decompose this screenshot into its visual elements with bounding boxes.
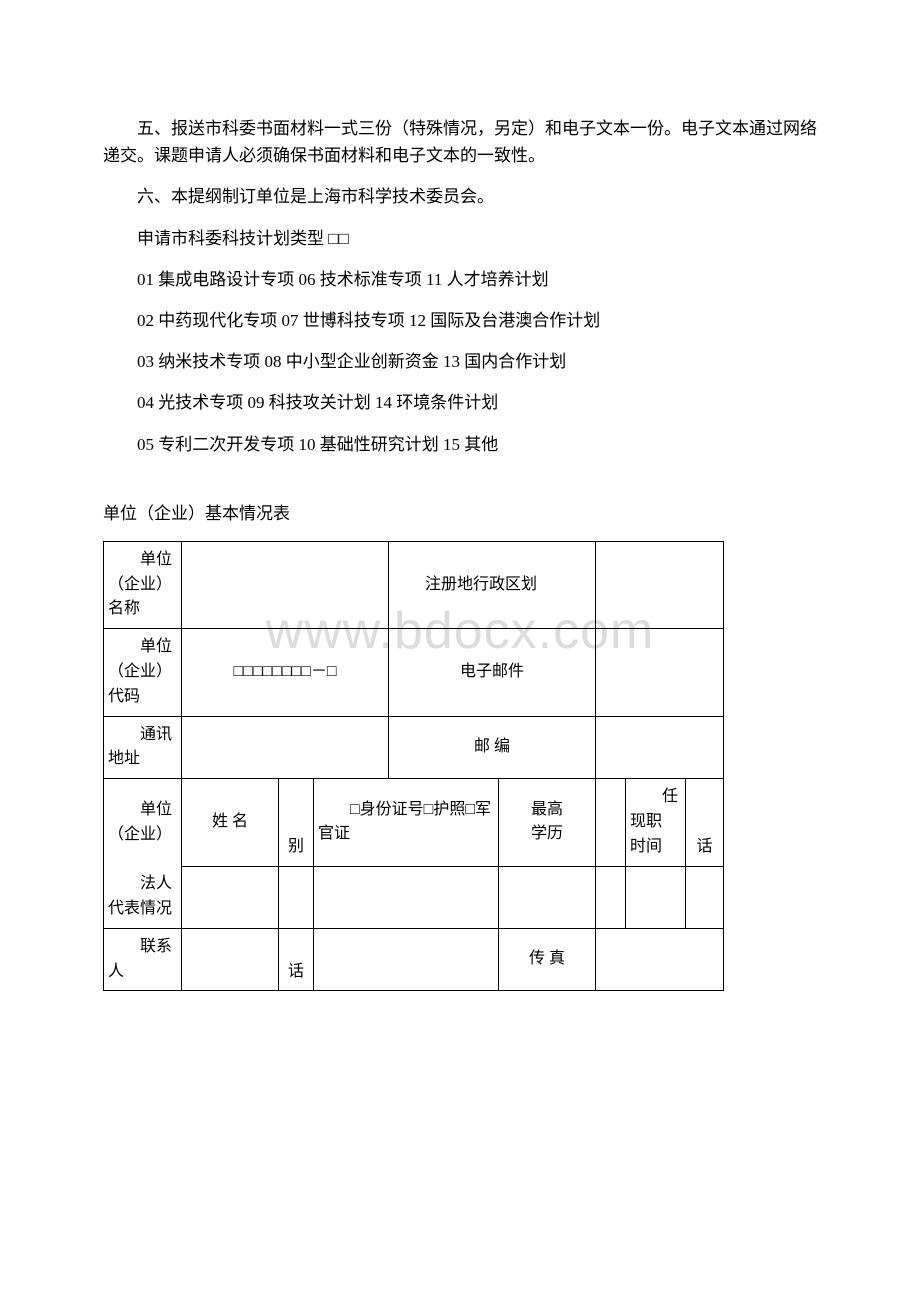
table-row: 法人代表情况 bbox=[104, 866, 724, 928]
cell-tenure-label-l2: 时间 bbox=[630, 838, 662, 855]
cell-edu-label-l2: 学历 bbox=[531, 825, 563, 842]
table-row: 通讯 地址 邮 编 bbox=[104, 716, 724, 779]
cell-tenure-value bbox=[626, 866, 686, 928]
cell-blank1 bbox=[596, 866, 626, 928]
cell-contact-phone-label: 话 bbox=[279, 928, 314, 991]
plan-options-2: 02 中药现代化专项 07 世博科技专项 12 国际及台港澳合作计划 bbox=[103, 307, 817, 334]
cell-contact-name bbox=[182, 928, 279, 991]
cell-address-label: 通讯 地址 bbox=[104, 716, 182, 779]
cell-fax-label: 传 真 bbox=[499, 928, 596, 991]
cell-zip-label: 邮 编 bbox=[389, 716, 596, 779]
table-row: 单位（企业） 姓 名 别 □身份证号□护照□军官证 最高 学历 任现职 时间 话 bbox=[104, 779, 724, 866]
cell-name-value bbox=[182, 866, 279, 928]
cell-contact-label: 联系 人 bbox=[104, 928, 182, 991]
cell-id-label: □身份证号□护照□军官证 bbox=[314, 779, 499, 866]
cell-legal-rep-label-lower: 法人代表情况 bbox=[104, 866, 182, 928]
cell-reg-district-value bbox=[596, 541, 724, 628]
cell-contact-phone-value bbox=[314, 928, 499, 991]
basic-info-table: 单位（企业）名称 注册地行政区划 单位（企业）代码 □□□□□□□□－□ 电子邮… bbox=[103, 541, 724, 991]
cell-id-value bbox=[314, 866, 499, 928]
cell-email-value bbox=[596, 629, 724, 716]
cell-edu-value2 bbox=[499, 866, 596, 928]
cell-fax-value bbox=[596, 928, 724, 991]
paragraph-6: 六、本提纲制订单位是上海市科学技术委员会。 bbox=[103, 183, 817, 210]
plan-options-4: 04 光技术专项 09 科技攻关计划 14 环境条件计划 bbox=[103, 389, 817, 416]
cell-tenure-label-l1: 任现职 bbox=[630, 788, 678, 830]
cell-edu-value bbox=[596, 779, 626, 866]
cell-unit-code-label: 单位（企业）代码 bbox=[104, 629, 182, 716]
plan-options-5: 05 专利二次开发专项 10 基础性研究计划 15 其他 bbox=[103, 431, 817, 458]
cell-legal-rep-label-upper: 单位（企业） bbox=[104, 779, 182, 866]
cell-edu-label-l1: 最高 bbox=[531, 801, 563, 818]
table-row: 联系 人 话 传 真 bbox=[104, 928, 724, 991]
table-title: 单位（企业）基本情况表 bbox=[103, 500, 817, 527]
cell-edu-label: 最高 学历 bbox=[499, 779, 596, 866]
cell-reg-district-label: 注册地行政区划 bbox=[389, 541, 596, 628]
cell-unit-name-value bbox=[182, 541, 389, 628]
cell-gender-value bbox=[279, 866, 314, 928]
plan-options-1: 01 集成电路设计专项 06 技术标准专项 11 人才培养计划 bbox=[103, 266, 817, 293]
cell-phone-label: 话 bbox=[686, 779, 724, 866]
cell-name-label: 姓 名 bbox=[182, 779, 279, 866]
cell-tenure-label: 任现职 时间 bbox=[626, 779, 686, 866]
cell-zip-value bbox=[596, 716, 724, 779]
plan-options-3: 03 纳米技术专项 08 中小型企业创新资金 13 国内合作计划 bbox=[103, 348, 817, 375]
cell-phone-value bbox=[686, 866, 724, 928]
cell-unit-name-label: 单位（企业）名称 bbox=[104, 541, 182, 628]
paragraph-5: 五、报送市科委书面材料一式三份（特殊情况，另定）和电子文本一份。电子文本通过网络… bbox=[103, 115, 817, 169]
cell-email-label: 电子邮件 bbox=[389, 629, 596, 716]
cell-address-value bbox=[182, 716, 389, 779]
cell-unit-code-value: □□□□□□□□－□ bbox=[182, 629, 389, 716]
table-row: 单位（企业）代码 □□□□□□□□－□ 电子邮件 bbox=[104, 629, 724, 716]
plan-type-line: 申请市科委科技计划类型 □□ bbox=[103, 225, 817, 252]
document-body: 五、报送市科委书面材料一式三份（特殊情况，另定）和电子文本一份。电子文本通过网络… bbox=[103, 115, 817, 991]
table-row: 单位（企业）名称 注册地行政区划 bbox=[104, 541, 724, 628]
cell-gender-label: 别 bbox=[279, 779, 314, 866]
